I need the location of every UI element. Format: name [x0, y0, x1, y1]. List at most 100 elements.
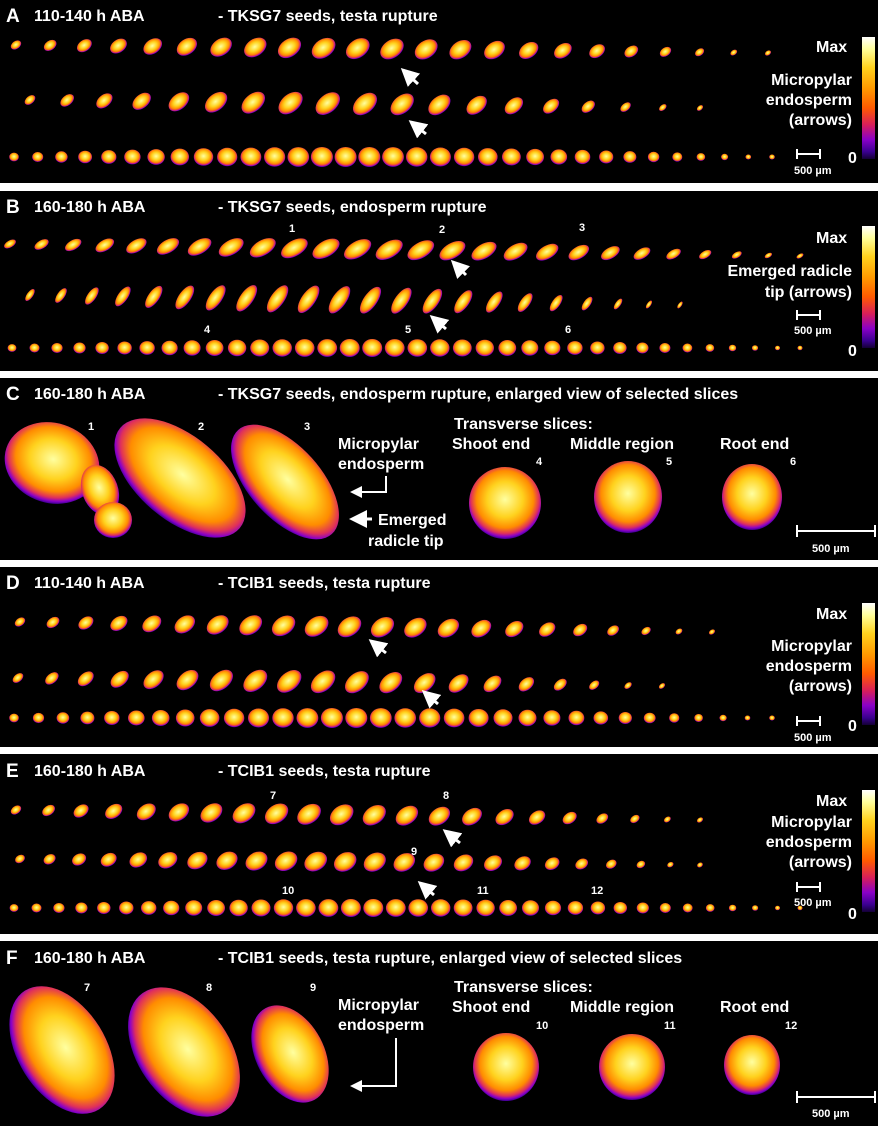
- seed-slice: [9, 904, 19, 912]
- seed-slice: [110, 670, 129, 688]
- seed-slice: [589, 44, 605, 59]
- seed-slice: [775, 345, 780, 351]
- seed-slice: [495, 809, 514, 826]
- arrow-icon: [368, 639, 389, 658]
- arrow-icon: [429, 315, 450, 334]
- seed-slice: [168, 92, 190, 112]
- seed-slice: [239, 615, 263, 636]
- seed-slice: [466, 95, 487, 115]
- panel-letter: C: [6, 384, 20, 405]
- seed-slice: [151, 710, 170, 726]
- seed-slice: [664, 816, 671, 823]
- slice-number-12: 12: [591, 885, 603, 897]
- panel-letter: B: [6, 197, 20, 218]
- seed-slice: [42, 804, 55, 817]
- seed-slice: [422, 288, 443, 314]
- seed-slice: [645, 300, 653, 309]
- panel-letter: E: [6, 761, 19, 782]
- seed-slice: [522, 900, 539, 916]
- seed-slice: [613, 342, 627, 354]
- seed-slice: [244, 37, 267, 58]
- enlarged-seed-slice: [114, 418, 246, 538]
- seed-slice: [590, 901, 606, 915]
- seed-slice: [682, 903, 693, 913]
- seed-slice: [25, 288, 35, 302]
- seed-slice: [581, 100, 595, 113]
- legend-line-1: Emerged radicle: [728, 263, 853, 280]
- seed-slice: [468, 709, 489, 727]
- seed-slice: [380, 38, 404, 60]
- seed-slice: [675, 628, 683, 635]
- seed-slice: [544, 857, 560, 871]
- seed-slice: [504, 97, 524, 115]
- seed-slice: [404, 617, 427, 638]
- seed-slice: [428, 94, 451, 116]
- seed-slice: [428, 806, 451, 826]
- slice-number-10: 10: [536, 1020, 548, 1032]
- seed-slice: [240, 147, 262, 167]
- seed-slice: [606, 859, 617, 869]
- seed-slice: [752, 905, 759, 911]
- scale-bar-label: 500 µm: [794, 165, 832, 177]
- scale-bar-label: 500 µm: [812, 543, 850, 555]
- seed-slice: [248, 708, 269, 728]
- seed-slice: [666, 248, 681, 260]
- seed-slice: [210, 37, 232, 57]
- slice-number-3: 3: [304, 421, 310, 433]
- panel-condition: 110-140 h ABA: [34, 8, 145, 25]
- panel-e-seed-slices: [9, 803, 803, 917]
- seed-slice: [797, 345, 803, 351]
- transverse-label-shoot: Shoot end: [452, 436, 530, 453]
- seed-slice: [229, 899, 248, 917]
- seed-slice: [682, 343, 693, 353]
- seed-slice: [310, 147, 333, 167]
- seed-slice: [413, 673, 436, 694]
- colorbar-max-label: Max: [816, 39, 847, 56]
- enlarged-seed-slice: [251, 1005, 329, 1103]
- seed-slice: [15, 854, 25, 864]
- seed-slice: [163, 900, 180, 916]
- seed-slice: [310, 670, 336, 694]
- seed-slice: [56, 712, 70, 724]
- seed-slice: [429, 147, 451, 167]
- slice-number-4: 4: [204, 324, 211, 336]
- seed-slice: [375, 239, 403, 260]
- seed-slice: [730, 49, 738, 56]
- seed-slice: [132, 92, 151, 110]
- seed-slice: [636, 342, 649, 354]
- arrow-icon: [408, 120, 429, 139]
- seed-slice: [55, 288, 67, 303]
- seed-slice: [136, 803, 156, 821]
- seed-slice: [72, 853, 87, 866]
- seed-slice: [624, 45, 639, 58]
- seed-slice: [241, 91, 266, 114]
- legend-line-2: endosperm: [766, 658, 852, 675]
- seed-slice: [183, 340, 201, 356]
- seed-slice: [575, 858, 589, 870]
- legend-line-2: endosperm: [766, 92, 852, 109]
- slice-number-3: 3: [579, 222, 585, 234]
- seed-slice: [207, 900, 226, 916]
- panel-condition: 160-180 h ABA: [34, 199, 146, 216]
- seed-slice: [544, 340, 561, 356]
- legend-line-3: (arrows): [789, 678, 852, 695]
- seed-slice: [232, 803, 256, 824]
- seed-slice: [503, 242, 528, 261]
- seed-slice: [65, 238, 82, 252]
- seed-slice: [142, 615, 162, 633]
- seed-slice: [453, 854, 474, 872]
- seed-slice: [266, 285, 289, 313]
- seed-slice: [32, 152, 44, 162]
- seed-slice: [124, 149, 141, 165]
- seed-slice: [45, 672, 59, 685]
- seed-slice: [4, 239, 16, 249]
- seed-slice: [568, 244, 590, 261]
- seed-slice: [419, 708, 441, 728]
- seed-slice: [393, 853, 416, 872]
- seed-slice: [519, 41, 539, 60]
- seed-slice: [339, 339, 360, 357]
- seed-slice: [277, 670, 302, 693]
- seed-slice: [550, 149, 568, 165]
- seed-slice: [705, 344, 715, 352]
- enlarged-seed-slice: [722, 464, 782, 530]
